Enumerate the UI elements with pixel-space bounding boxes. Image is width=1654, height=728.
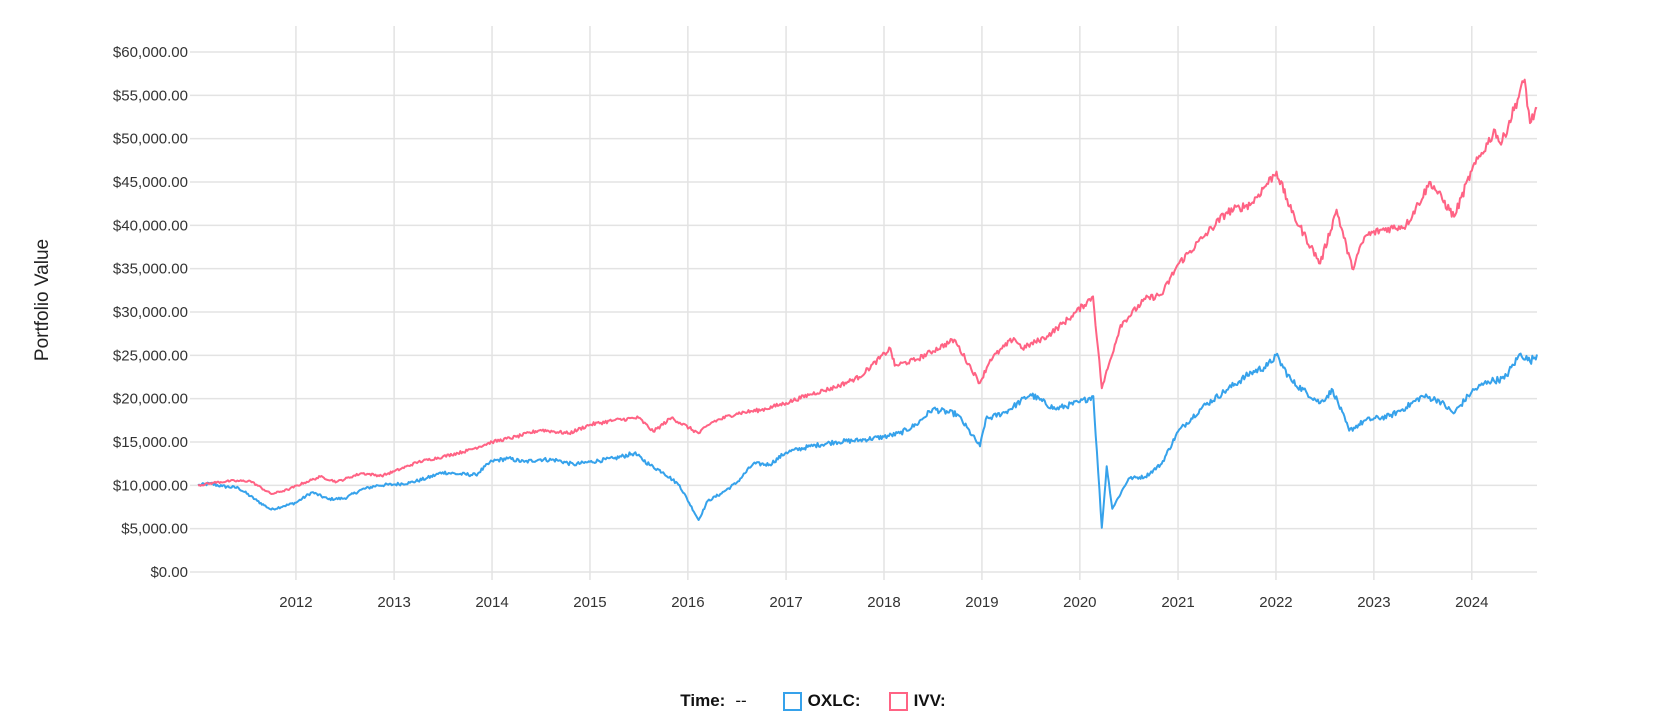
x-tick-label: 2019: [965, 594, 998, 611]
y-tick-label: $10,000.00: [113, 477, 188, 494]
x-gridlines: [295, 26, 1473, 580]
y-tick-label: $40,000.00: [113, 217, 188, 234]
legend-label-ivv: IVV:: [913, 691, 946, 710]
y-tick-label: $35,000.00: [113, 261, 188, 278]
x-tick-label: 2021: [1161, 594, 1194, 611]
x-tick-label: 2022: [1259, 594, 1292, 611]
y-tick-label: $50,000.00: [113, 131, 188, 148]
x-tick-label: 2014: [475, 594, 508, 611]
series-layer[interactable]: [197, 78, 1538, 529]
y-axis-title: Portfolio Value: [32, 239, 53, 361]
x-tick-label: 2024: [1455, 594, 1488, 611]
series-line-ivv[interactable]: [197, 78, 1538, 495]
legend-item-ivv[interactable]: IVV:: [888, 691, 946, 711]
x-tick-label: 2016: [671, 594, 704, 611]
y-tick-label: $55,000.00: [113, 87, 188, 104]
y-tick-label: $0.00: [150, 564, 188, 581]
x-tick-label: 2020: [1063, 594, 1096, 611]
x-axis-ticks: 2012 2013 2014 2015 2016 2017 2018 2019 2020 2021…: [279, 594, 1488, 611]
y-tick-label: $25,000.00: [113, 347, 188, 364]
series-line-oxlc[interactable]: [197, 352, 1538, 529]
legend-item-oxlc[interactable]: OXLC:: [782, 691, 861, 711]
x-tick-label: 2015: [573, 594, 606, 611]
x-tick-label: 2018: [867, 594, 900, 611]
y-gridlines: [190, 51, 1537, 573]
y-tick-label: $30,000.00: [113, 304, 188, 321]
y-tick-label: $60,000.00: [113, 44, 188, 61]
y-tick-label: $15,000.00: [113, 434, 188, 451]
legend-label-oxlc: OXLC:: [807, 691, 861, 710]
y-tick-label: $20,000.00: [113, 391, 188, 408]
y-tick-label: $5,000.00: [121, 521, 188, 538]
y-axis-ticks: $0.00 $5,000.00 $10,000.00 $15,000.00 $20,00…: [113, 44, 188, 581]
legend-time-value: --: [735, 691, 747, 710]
y-tick-label: $45,000.00: [113, 174, 188, 191]
legend-time-label: Time:: [680, 691, 726, 710]
legend: Time: -- OXLC: IVV:: [0, 686, 1654, 716]
x-tick-label: 2023: [1357, 594, 1390, 611]
legend-swatch-oxlc: [782, 691, 802, 711]
x-tick-label: 2012: [279, 594, 312, 611]
x-tick-label: 2017: [769, 594, 802, 611]
x-tick-label: 2013: [377, 594, 410, 611]
legend-swatch-ivv: [888, 691, 908, 711]
